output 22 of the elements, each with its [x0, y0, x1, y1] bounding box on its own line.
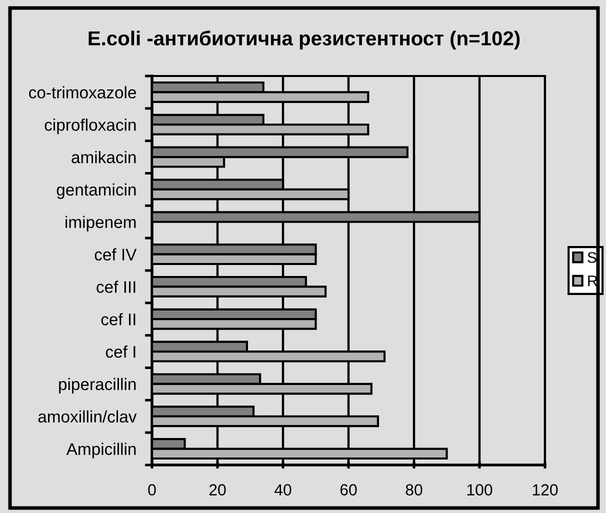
y-tick-label: cef II [101, 313, 136, 326]
legend-label: S [588, 252, 596, 263]
x-tick-label: 100 [467, 484, 492, 496]
y-tick-label: co-trimoxazole [29, 86, 136, 98]
x-tick-label: 60 [340, 484, 357, 496]
y-tick-label: cef I [106, 346, 136, 358]
y-tick-label: piperacillin [59, 378, 136, 394]
chart-title: E.coli -антибиотична резистентност (n=102) [88, 30, 520, 50]
y-tick-label: amikacin [72, 151, 136, 164]
x-tick-label: 0 [148, 484, 156, 496]
y-tick-label: cef IV [94, 248, 137, 260]
y-tick-label: amoxillin/clav [38, 410, 137, 423]
x-tick-label: 120 [532, 484, 558, 496]
x-tick-label: 20 [209, 484, 226, 496]
x-tick-label: 40 [274, 484, 292, 496]
y-tick-label: gentamicin [56, 183, 136, 199]
x-tick-label: 80 [406, 484, 422, 496]
y-tick-label: ciprofloxacin [44, 118, 136, 134]
legend-label: R [588, 276, 598, 286]
y-tick-label: cef III [96, 280, 136, 293]
y-tick-label: Ampicillin [66, 442, 136, 458]
y-tick-label: imipenem [66, 216, 136, 232]
